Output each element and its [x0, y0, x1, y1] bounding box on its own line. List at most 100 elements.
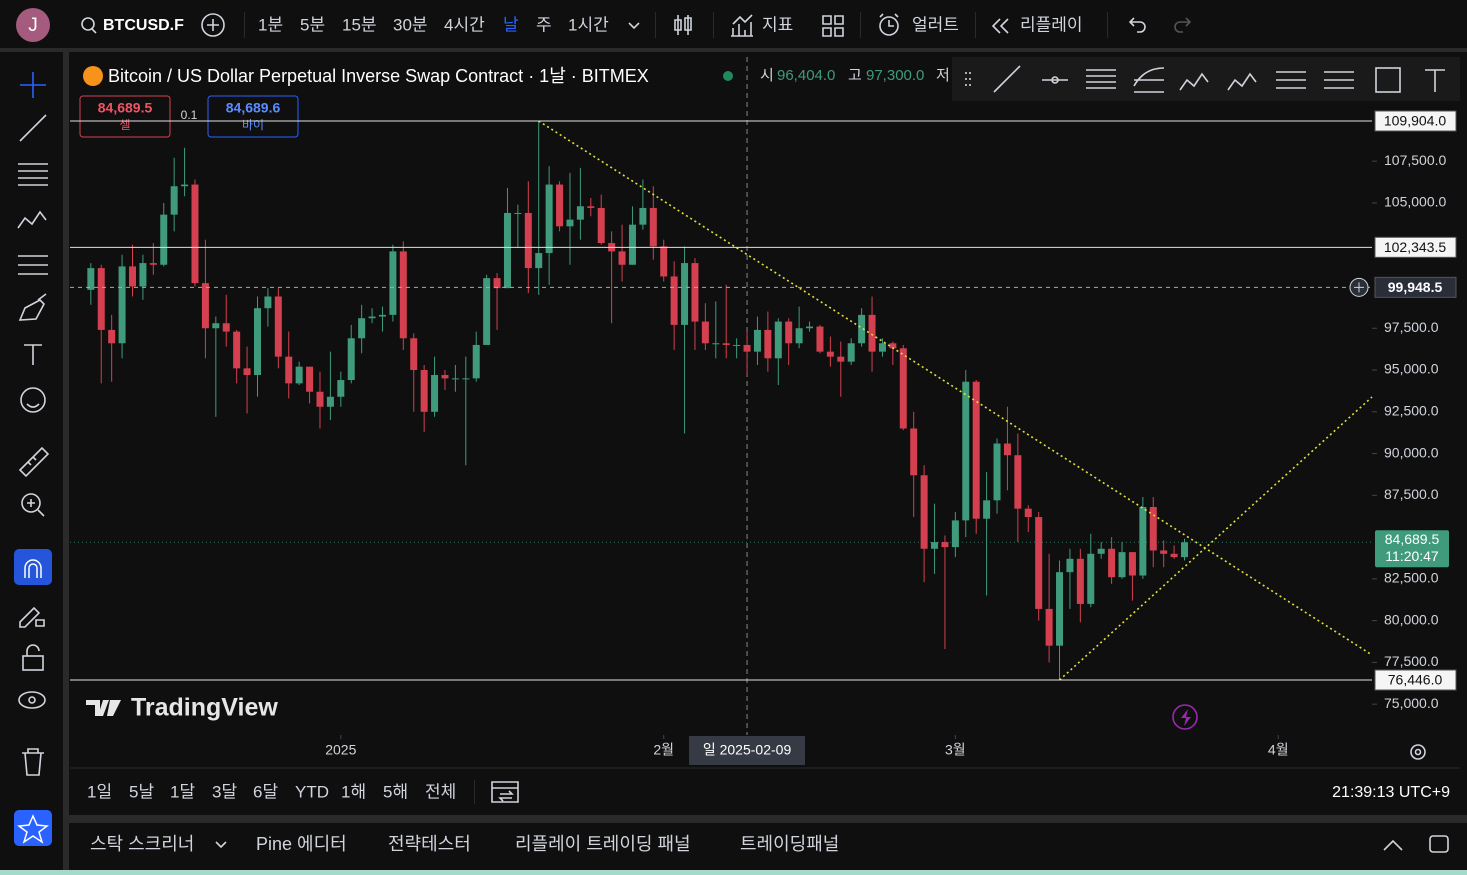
interval[interactable]: 30분 [393, 15, 428, 34]
range-button[interactable]: 5해 [383, 782, 408, 801]
candle-body [1170, 553, 1178, 558]
countdown: 11:20:47 [1385, 548, 1439, 564]
clock[interactable]: 21:39:13 UTC+9 [1332, 784, 1450, 801]
candle-body [910, 428, 918, 476]
crosshair-label: 일 2025-02-09 [703, 742, 792, 758]
candle-body [524, 212, 532, 269]
panel-tab[interactable]: Pine 에디터 [256, 834, 347, 854]
interval[interactable]: 4시간 [444, 15, 485, 34]
text-tool[interactable] [24, 344, 42, 365]
candle-body [649, 207, 657, 247]
avatar[interactable] [16, 8, 50, 42]
buy-button[interactable] [207, 95, 299, 138]
interval[interactable]: 15분 [342, 15, 377, 34]
chart-type-button[interactable] [674, 15, 692, 35]
interval[interactable]: 5분 [300, 15, 325, 34]
zoom-tool[interactable] [21, 493, 41, 513]
collapse-button[interactable] [1383, 839, 1403, 851]
candle-body [493, 278, 501, 289]
y-tick-label: 97,500.0 [1384, 319, 1439, 335]
range-button[interactable]: 전체 [425, 782, 456, 801]
candle-body [378, 314, 386, 317]
redo-button[interactable] [1174, 17, 1192, 33]
candle-body [316, 391, 324, 407]
settings-button[interactable] [1410, 744, 1426, 760]
interval[interactable]: 1시간 [568, 15, 609, 34]
plus-icon [207, 19, 219, 31]
range-button[interactable]: 5날 [129, 782, 154, 801]
emoji-tool[interactable] [20, 387, 46, 413]
interval-chevron[interactable] [628, 22, 640, 30]
interval[interactable]: 1분 [258, 15, 283, 34]
replay-icon [991, 18, 1009, 34]
level-label: 102,343.5 [1384, 239, 1446, 255]
magnet-tool[interactable] [14, 549, 52, 585]
candle-body [233, 331, 241, 369]
undo-button[interactable] [1128, 17, 1146, 33]
range-button[interactable]: 1달 [170, 782, 195, 801]
candle-body [118, 266, 126, 344]
candle-body [628, 224, 636, 265]
x-tick-label: 3월 [945, 742, 966, 758]
y-tick-label: 107,500.0 [1384, 152, 1446, 168]
maximize-button[interactable] [1429, 835, 1449, 853]
range-button[interactable]: 3달 [212, 782, 237, 801]
alert-button[interactable]: 얼러트 [912, 15, 959, 34]
candle-body [108, 329, 116, 344]
toolbar-separators [244, 12, 1108, 38]
candle-body [399, 251, 407, 339]
crosshair-tool[interactable] [20, 72, 46, 98]
delete-tool[interactable] [22, 748, 44, 776]
candle-body [420, 370, 428, 412]
plot: 75,000.0 77,500.0 80,000.0 82,500.0 87,500.0… [70, 57, 1457, 765]
compare-button[interactable] [201, 13, 225, 37]
y-tick-label: 75,000.0 [1384, 695, 1439, 711]
candle-body [1160, 550, 1168, 554]
hide-tool[interactable] [18, 691, 46, 709]
date-range-button[interactable] [491, 781, 519, 803]
lock-tool[interactable] [22, 655, 44, 671]
interval[interactable]: 주 [536, 15, 552, 34]
fib-tool[interactable] [18, 163, 48, 186]
candle-body [951, 520, 959, 548]
panel-tab[interactable]: 리플레이 트레이딩 패널 [515, 834, 691, 854]
brush-tool[interactable] [18, 293, 47, 321]
panel-tab[interactable]: 스탁 스크리너 [90, 834, 194, 854]
y-tick-label: 87,500.0 [1384, 486, 1439, 502]
open-label: 시 [760, 67, 774, 84]
panel-tab[interactable]: 전략테스터 [388, 834, 471, 854]
lock-drawings-tool[interactable] [19, 606, 45, 628]
trendline-tool[interactable] [19, 114, 47, 142]
y-tick-label: 77,500.0 [1384, 653, 1439, 669]
candle-body [1108, 548, 1116, 578]
ruler-tool[interactable] [18, 446, 50, 478]
range-button[interactable]: 6달 [253, 782, 278, 801]
bolt-button[interactable] [1172, 704, 1198, 730]
screener-chevron[interactable] [215, 841, 227, 849]
y-tick-label: 82,500.0 [1384, 570, 1439, 586]
x-tick-label: 2월 [653, 742, 674, 758]
candle-body [253, 308, 261, 376]
candle-body [889, 343, 897, 349]
range-button[interactable]: 1일 [87, 782, 112, 801]
range-button[interactable]: 1해 [341, 782, 366, 801]
range-button[interactable]: YTD [295, 782, 329, 801]
interval[interactable]: 날 [503, 15, 519, 34]
sell-button[interactable] [79, 95, 171, 138]
symbol[interactable]: BTCUSD.F [103, 17, 184, 34]
candle-body [368, 316, 376, 319]
prediction-tool[interactable] [18, 255, 48, 275]
panel-tab[interactable]: 트레이딩패널 [740, 834, 839, 854]
favorites[interactable] [14, 810, 52, 846]
candle-body [576, 206, 584, 220]
level-label: 99,948.5 [1388, 279, 1443, 295]
layout-button[interactable] [822, 15, 844, 37]
buy-label: 바이 [242, 118, 264, 132]
pattern-tool[interactable] [17, 210, 47, 229]
candle-body [191, 184, 199, 284]
candle-body [826, 351, 834, 357]
replay-button[interactable]: 리플레이 [1020, 15, 1083, 34]
drawing-tools [14, 72, 52, 846]
indicators-button[interactable]: 지표 [762, 15, 793, 34]
candle-body [743, 344, 751, 352]
